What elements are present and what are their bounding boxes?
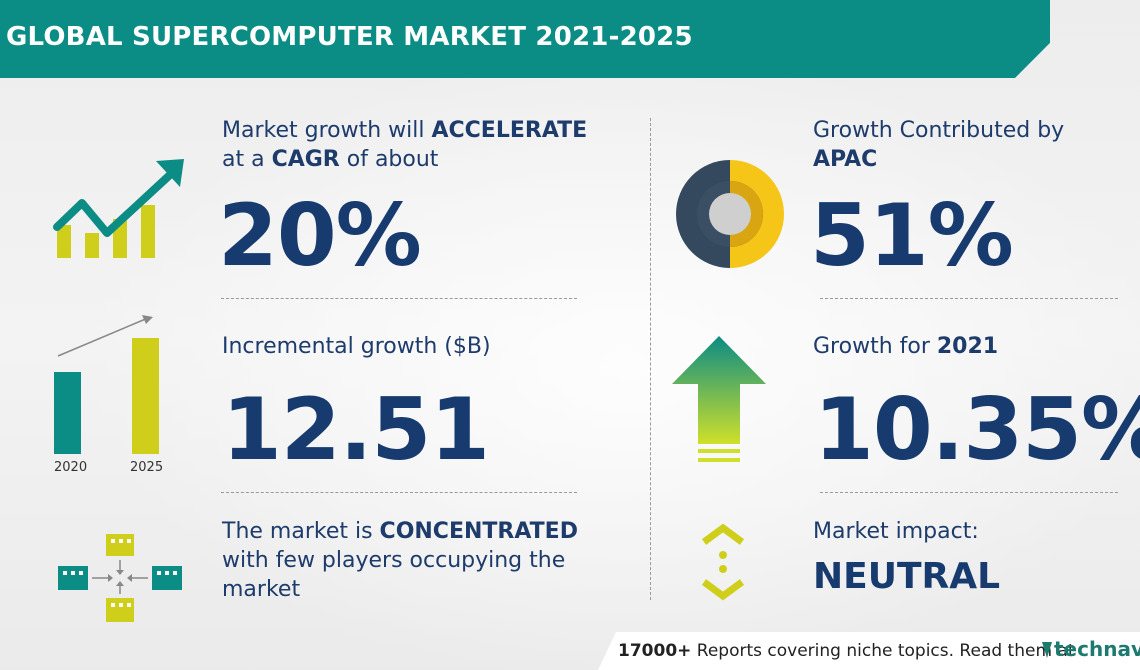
up-arrow-icon — [672, 336, 766, 462]
separator — [221, 298, 577, 299]
region-value: 51% — [810, 186, 1014, 286]
separator — [820, 298, 1118, 299]
donut-icon — [676, 160, 784, 268]
separator — [820, 492, 1118, 493]
bar-year-start: 2020 — [54, 460, 88, 475]
title-bar — [0, 0, 1050, 78]
bar-comparison-icon — [54, 315, 159, 454]
incremental-value: 12.51 — [222, 380, 490, 480]
cagr-text-pre: Market growth will — [222, 118, 432, 143]
market-text-line3: market — [222, 577, 301, 603]
footer-bar — [598, 632, 1140, 670]
yoy-value: 10.35% — [814, 380, 1140, 480]
market-text-concentrated: CONCENTRATED — [379, 519, 578, 544]
separator — [221, 492, 577, 493]
yoy-label: Growth for 2021 — [813, 332, 998, 361]
market-text-line2: with few players occupying the — [222, 548, 566, 574]
neutral-chevrons-icon — [701, 523, 745, 601]
page-title: GLOBAL SUPERCOMPUTER MARKET 2021-2025 — [6, 22, 693, 52]
region-name: APAC — [813, 145, 877, 174]
market-text-pre: The market is — [222, 519, 380, 544]
cagr-text-mid: at a — [222, 147, 272, 173]
impact-label: Market impact: — [813, 519, 979, 544]
cagr-label: Market growth will ACCELERATE at a CAGR … — [222, 116, 642, 174]
cagr-text-cagr: CAGR — [271, 147, 340, 173]
center-divider — [650, 118, 651, 600]
cagr-text-accelerate: ACCELERATE — [431, 118, 588, 143]
footer-count: 17000+ — [618, 641, 692, 661]
yoy-label-pre: Growth for — [813, 334, 937, 359]
region-name-text: APAC — [813, 147, 878, 172]
yoy-year: 2021 — [936, 334, 999, 359]
incremental-label: Incremental growth ($B) — [222, 334, 491, 359]
footer-description: Reports covering niche topics. Read them… — [691, 641, 1075, 661]
cagr-text-post: of about — [339, 147, 439, 173]
region-label: Growth Contributed by — [813, 118, 1065, 143]
technavio-brand-link[interactable]: technavi — [1054, 637, 1140, 661]
impact-value: NEUTRAL — [813, 556, 1001, 597]
footer-text: 17000+ Reports covering niche topics. Re… — [618, 641, 1075, 661]
technavio-logo-icon — [1042, 642, 1052, 658]
market-label: The market is CONCENTRATED with few play… — [222, 517, 642, 604]
cagr-value: 20% — [218, 186, 422, 286]
buildings-network-icon — [58, 534, 182, 622]
growth-chart-icon — [53, 159, 184, 258]
bar-year-end: 2025 — [130, 460, 164, 475]
